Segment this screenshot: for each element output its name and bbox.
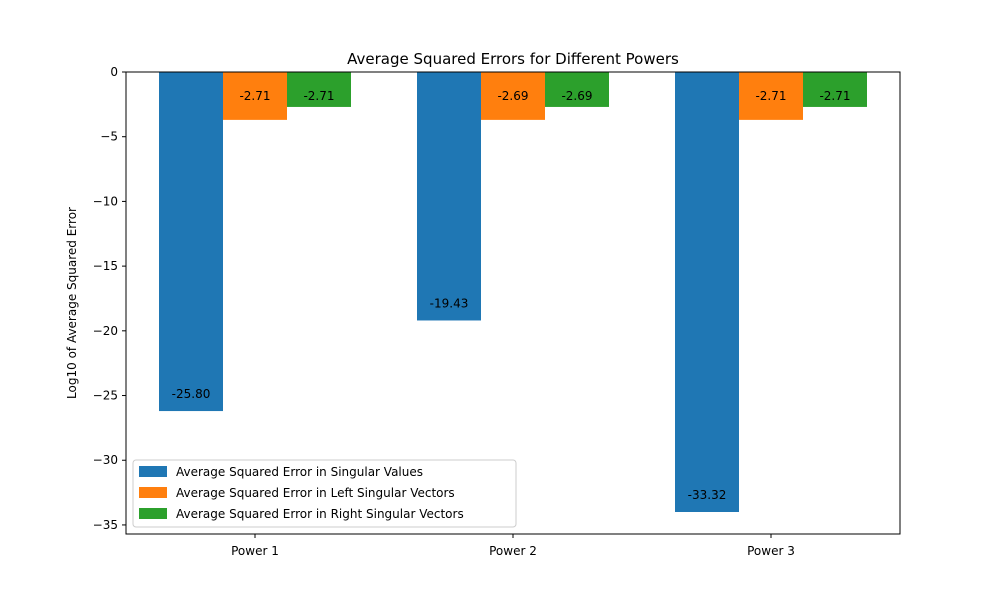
data-label: -2.69 [561, 89, 592, 103]
legend-entry: Average Squared Error in Right Singular … [176, 507, 464, 521]
y-axis-label: Log10 of Average Squared Error [65, 207, 79, 399]
data-label: -19.43 [430, 296, 469, 310]
x-axis: Power 1 Power 2 Power 3 [231, 534, 795, 558]
data-label: -2.71 [755, 89, 786, 103]
data-label: -2.71 [303, 89, 334, 103]
data-label: -2.71 [819, 89, 850, 103]
y-tick-label: −25 [93, 389, 118, 403]
bar [545, 72, 609, 107]
bars-layer [159, 72, 867, 512]
bar [159, 72, 223, 412]
y-tick-label: −15 [93, 259, 118, 273]
y-tick-label: −30 [93, 453, 118, 467]
data-label: -33.32 [688, 488, 727, 502]
data-labels-layer: -25.80 -19.43 -33.32 -2.71 -2.69 -2.71 -2.71 -2… [172, 89, 851, 502]
bar [675, 72, 739, 512]
bar [223, 72, 287, 120]
bar [417, 72, 481, 321]
y-tick-label: 0 [110, 65, 118, 79]
legend-entry: Average Squared Error in Left Singular V… [176, 486, 455, 500]
legend: Average Squared Error in Singular Values… [132, 459, 517, 528]
data-label: -25.80 [172, 387, 211, 401]
bar [739, 72, 803, 120]
x-tick-label: Power 1 [231, 544, 279, 558]
legend-box [132, 459, 517, 528]
y-axis: 0 −5 −10 −15 −20 −25 −30 −35 [93, 65, 126, 532]
bar [287, 72, 351, 107]
legend-swatch [139, 487, 167, 498]
y-tick-label: −10 [93, 194, 118, 208]
bar [481, 72, 545, 120]
x-tick-label: Power 3 [747, 544, 795, 558]
data-label: -2.69 [497, 89, 528, 103]
y-tick-label: −20 [93, 324, 118, 338]
chart-title: Average Squared Errors for Different Pow… [347, 50, 679, 68]
legend-swatch [139, 508, 167, 519]
y-tick-label: −5 [100, 130, 118, 144]
legend-entry: Average Squared Error in Singular Values [176, 465, 423, 479]
bar [803, 72, 867, 107]
y-tick-label: −35 [93, 518, 118, 532]
data-label: -2.71 [239, 89, 270, 103]
legend-swatch [139, 466, 167, 477]
x-tick-label: Power 2 [489, 544, 537, 558]
